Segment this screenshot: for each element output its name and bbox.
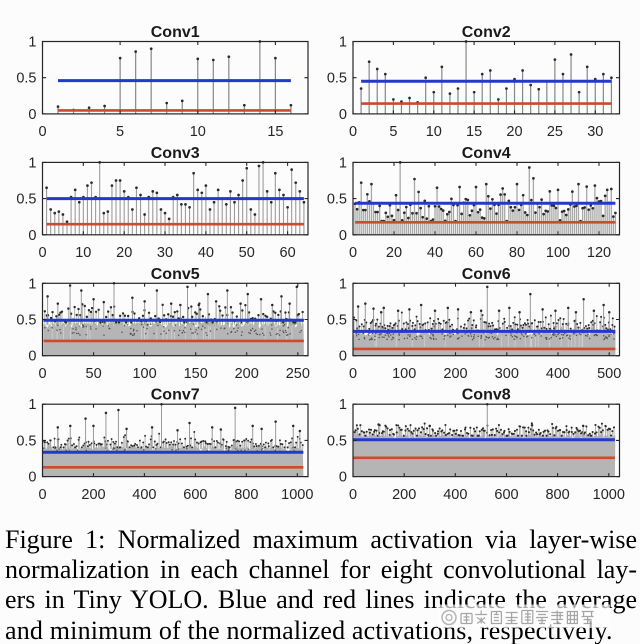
svg-text:400: 400	[132, 487, 156, 503]
svg-text:15: 15	[466, 124, 482, 140]
svg-text:5: 5	[389, 124, 397, 140]
svg-text:300: 300	[495, 366, 519, 382]
svg-text:200: 200	[235, 366, 259, 382]
svg-text:1: 1	[28, 35, 36, 51]
svg-text:20: 20	[386, 245, 402, 261]
svg-text:10: 10	[426, 124, 442, 140]
svg-text:100: 100	[546, 245, 570, 261]
svg-text:400: 400	[546, 366, 570, 382]
svg-text:30: 30	[587, 124, 603, 140]
svg-text:250: 250	[286, 366, 310, 382]
svg-text:0: 0	[339, 228, 347, 244]
svg-text:0.5: 0.5	[327, 313, 347, 329]
svg-text:1000: 1000	[593, 487, 625, 503]
svg-text:20: 20	[506, 124, 522, 140]
svg-text:40: 40	[427, 245, 443, 261]
svg-text:Conv5: Conv5	[151, 266, 200, 283]
svg-text:0: 0	[349, 245, 357, 261]
svg-text:0: 0	[28, 107, 36, 123]
svg-text:0: 0	[38, 124, 46, 140]
svg-text:600: 600	[183, 487, 207, 503]
svg-text:50: 50	[239, 245, 255, 261]
svg-text:0: 0	[38, 366, 46, 382]
svg-text:400: 400	[443, 487, 467, 503]
svg-text:Conv6: Conv6	[462, 266, 511, 283]
svg-text:800: 800	[545, 487, 569, 503]
svg-text:200: 200	[81, 487, 105, 503]
svg-text:0.5: 0.5	[16, 192, 36, 208]
svg-text:1: 1	[339, 276, 347, 292]
svg-text:0: 0	[339, 470, 347, 486]
svg-text:60: 60	[468, 245, 484, 261]
svg-text:1: 1	[28, 397, 36, 413]
svg-text:200: 200	[443, 366, 467, 382]
svg-text:30: 30	[157, 245, 173, 261]
svg-text:15: 15	[267, 124, 283, 140]
svg-text:Conv4: Conv4	[462, 145, 511, 162]
svg-text:60: 60	[280, 245, 296, 261]
svg-text:Conv7: Conv7	[151, 387, 200, 404]
svg-text:150: 150	[184, 366, 208, 382]
svg-text:0: 0	[28, 470, 36, 486]
svg-text:0.5: 0.5	[16, 433, 36, 449]
svg-text:Conv8: Conv8	[462, 387, 511, 404]
svg-text:0.5: 0.5	[16, 71, 36, 87]
svg-text:40: 40	[198, 245, 214, 261]
svg-text:0: 0	[38, 245, 46, 261]
svg-text:0: 0	[349, 366, 357, 382]
svg-text:50: 50	[86, 366, 102, 382]
svg-text:500: 500	[597, 366, 621, 382]
svg-text:600: 600	[494, 487, 518, 503]
svg-text:0: 0	[349, 487, 357, 503]
svg-text:20: 20	[116, 245, 132, 261]
svg-text:5: 5	[116, 124, 124, 140]
svg-text:200: 200	[392, 487, 416, 503]
svg-text:0.5: 0.5	[327, 192, 347, 208]
svg-text:0: 0	[28, 349, 36, 365]
svg-text:0: 0	[38, 487, 46, 503]
svg-text:1: 1	[339, 397, 347, 413]
svg-text:1: 1	[28, 155, 36, 171]
svg-text:0.5: 0.5	[16, 313, 36, 329]
svg-text:1: 1	[339, 35, 347, 51]
svg-text:100: 100	[392, 366, 416, 382]
svg-text:0.5: 0.5	[327, 71, 347, 87]
svg-text:0: 0	[28, 228, 36, 244]
svg-text:100: 100	[132, 366, 156, 382]
svg-text:Conv1: Conv1	[151, 24, 200, 41]
svg-text:0: 0	[349, 124, 357, 140]
svg-text:0: 0	[339, 349, 347, 365]
svg-text:Conv2: Conv2	[462, 24, 511, 41]
svg-text:80: 80	[509, 245, 525, 261]
svg-text:1: 1	[339, 155, 347, 171]
svg-text:120: 120	[587, 245, 611, 261]
svg-text:10: 10	[75, 245, 91, 261]
svg-text:0.5: 0.5	[327, 433, 347, 449]
svg-text:1000: 1000	[281, 487, 313, 503]
svg-text:10: 10	[190, 124, 206, 140]
svg-text:Conv3: Conv3	[151, 145, 200, 162]
svg-text:800: 800	[234, 487, 258, 503]
svg-text:0: 0	[339, 107, 347, 123]
svg-text:1: 1	[28, 276, 36, 292]
svg-text:25: 25	[547, 124, 563, 140]
